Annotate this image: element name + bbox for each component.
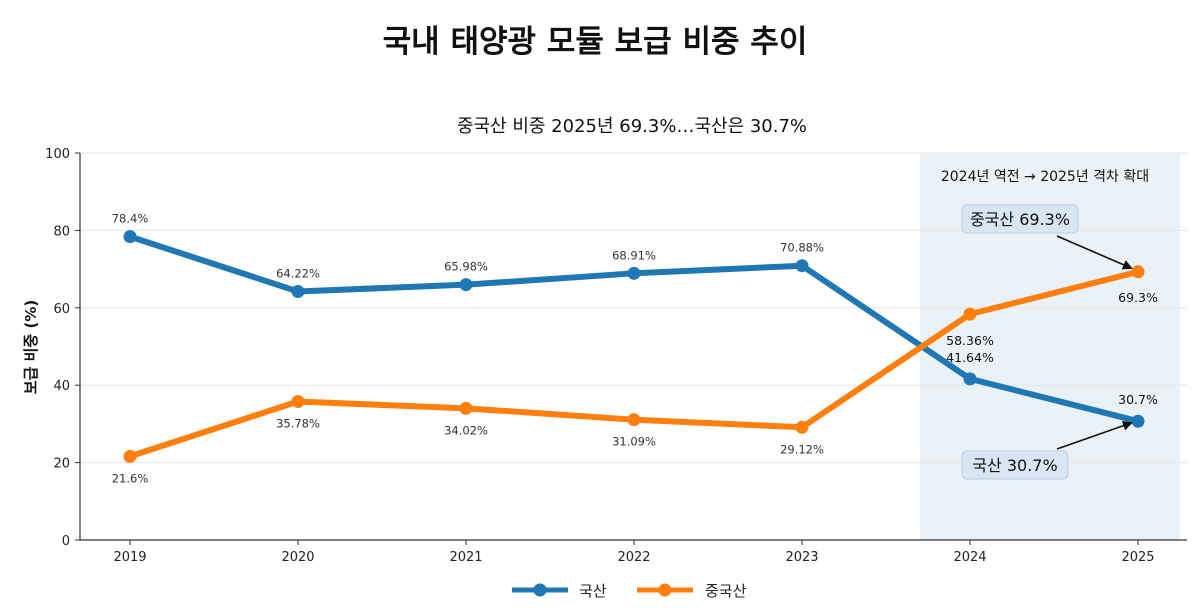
y-tick-label-0: 0 (62, 534, 70, 549)
callout-china-arrow (1056, 235, 1133, 270)
data-point-korea-2022 (627, 266, 641, 280)
x-tick-label-2021: 2021 (449, 550, 482, 565)
data-label-china-2025: 69.3% (1118, 290, 1158, 305)
data-label-korea-2023: 70.88% (780, 241, 824, 255)
data-point-korea-2023 (795, 259, 809, 273)
data-label-china-2019: 21.6% (112, 471, 149, 485)
callout-china-box (961, 204, 1079, 234)
series-layer (123, 230, 1145, 463)
y-tick-label-20: 20 (53, 457, 70, 472)
data-point-china-2024 (963, 307, 977, 321)
chart-subtitle: 중국산 비중 2025년 69.3%…국산은 30.7% (457, 116, 807, 137)
x-tick-label-2019: 2019 (113, 550, 146, 565)
legend-marker-china (658, 583, 672, 597)
data-label-china-2022: 31.09% (612, 435, 656, 449)
axes: 0 20 40 60 80 100 2019 2020 2021 2022 2023 2024 2025 (45, 147, 1187, 565)
data-labels: 78.4% 64.22% 65.98% 68.91% 70.88% 41.64% 30.7%… (112, 212, 1158, 486)
y-tick-label-100: 100 (45, 147, 70, 162)
callout-korea-box (961, 450, 1069, 480)
callout-korea: 국산 30.7% (961, 420, 1133, 480)
x-tick-label-2024: 2024 (953, 550, 986, 565)
data-point-korea-2020 (291, 284, 305, 298)
data-point-china-2019 (123, 449, 137, 463)
data-label-china-2020: 35.78% (276, 417, 320, 431)
callout-korea-text: 국산 30.7% (972, 456, 1057, 475)
data-label-korea-2022: 68.91% (612, 248, 656, 262)
callout-korea-arrow (1056, 420, 1133, 450)
y-tick-label-80: 80 (53, 224, 70, 239)
legend: 국산 중국산 (512, 582, 747, 600)
data-label-china-2024: 58.36% (946, 333, 994, 348)
data-label-korea-2020: 64.22% (276, 266, 320, 280)
data-point-korea-2021 (459, 278, 473, 292)
x-tick-label-2023: 2023 (785, 550, 818, 565)
data-point-china-2025 (1131, 265, 1145, 279)
x-tick-label-2022: 2022 (617, 550, 650, 565)
highlight-note: 2024년 역전 → 2025년 격차 확대 (941, 169, 1149, 185)
chart-title: 국내 태양광 모듈 보급 비중 추이 (383, 24, 808, 60)
data-point-korea-2019 (123, 230, 137, 244)
data-label-china-2023: 29.12% (780, 442, 824, 456)
data-label-korea-2021: 65.98% (444, 260, 488, 274)
legend-label-china: 중국산 (705, 582, 747, 600)
data-point-china-2022 (627, 413, 641, 427)
y-tick-label-40: 40 (53, 379, 70, 394)
data-point-china-2021 (459, 401, 473, 415)
data-label-china-2021: 34.02% (444, 423, 488, 437)
y-tick-label-60: 60 (53, 302, 70, 317)
data-label-korea-2025: 30.7% (1118, 392, 1158, 407)
data-point-korea-2025 (1131, 414, 1145, 428)
data-label-korea-2024: 41.64% (946, 350, 994, 365)
data-point-china-2023 (795, 420, 809, 434)
callout-china-text: 중국산 69.3% (970, 210, 1070, 229)
y-axis-label: 보급 비중 (%) (22, 300, 40, 394)
legend-marker-korea (533, 583, 547, 597)
data-label-korea-2019: 78.4% (112, 212, 149, 226)
data-point-korea-2024 (963, 372, 977, 386)
x-tick-label-2025: 2025 (1121, 550, 1154, 565)
data-point-china-2020 (291, 395, 305, 409)
x-tick-label-2020: 2020 (281, 550, 314, 565)
legend-label-korea: 국산 (579, 582, 607, 600)
callout-china: 중국산 69.3% (961, 204, 1133, 270)
